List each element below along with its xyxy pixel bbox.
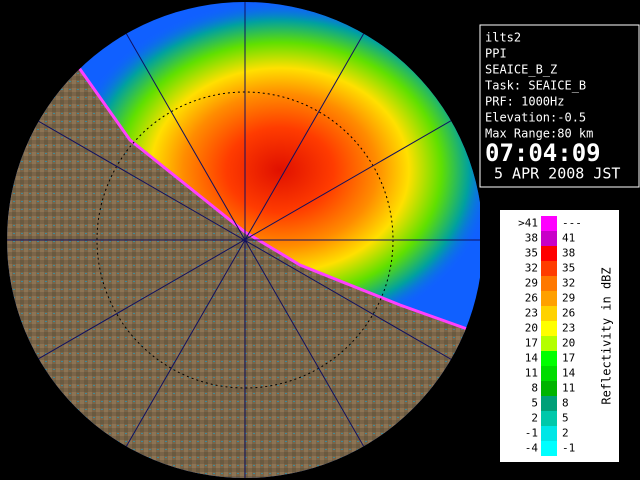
legend-box	[500, 210, 619, 462]
legend-low: 32	[525, 262, 538, 275]
legend-low: 2	[531, 412, 538, 425]
legend-title: Reflectivity in dBZ	[600, 267, 614, 404]
legend-low: -4	[525, 442, 539, 455]
legend-high: 29	[562, 292, 575, 305]
legend-swatch	[541, 351, 557, 366]
radar-image	[7, 2, 481, 478]
info-line: PPI	[485, 47, 507, 61]
legend-low: 11	[525, 367, 538, 380]
legend-swatch	[541, 246, 557, 261]
legend-low: 5	[531, 397, 538, 410]
info-line: Elevation:-0.5	[485, 111, 586, 125]
info-line: ilts2	[485, 31, 521, 45]
info-line: Max Range:80 km	[485, 127, 593, 141]
legend-low: 17	[525, 337, 538, 350]
date: 5 APR 2008 JST	[494, 165, 620, 183]
legend-swatch	[541, 426, 557, 441]
legend-swatch	[541, 441, 557, 456]
info-line: Task: SEAICE_B	[485, 79, 586, 93]
legend-low: 35	[525, 247, 538, 260]
legend-high: 14	[562, 367, 576, 380]
legend-high: ---	[562, 217, 582, 230]
legend-high: 11	[562, 382, 575, 395]
legend-high: 41	[562, 232, 575, 245]
legend-low: 29	[525, 277, 538, 290]
legend-swatch	[541, 411, 557, 426]
info-line: SEAICE_B_Z	[485, 63, 557, 77]
legend-swatch	[541, 366, 557, 381]
legend-high: 38	[562, 247, 575, 260]
legend-high: 23	[562, 322, 575, 335]
legend-low: 14	[525, 352, 539, 365]
legend-high: 32	[562, 277, 575, 290]
legend-swatch	[541, 261, 557, 276]
legend-high: 2	[562, 427, 569, 440]
legend-low: >41	[518, 217, 538, 230]
legend-swatch	[541, 231, 557, 246]
legend-high: -1	[562, 442, 575, 455]
legend-swatch	[541, 291, 557, 306]
legend-swatch	[541, 381, 557, 396]
legend-high: 17	[562, 352, 575, 365]
legend-high: 35	[562, 262, 575, 275]
legend-high: 20	[562, 337, 575, 350]
legend-swatch	[541, 216, 557, 231]
legend-swatch	[541, 336, 557, 351]
legend-low: -1	[525, 427, 538, 440]
time: 07:04:09	[485, 139, 601, 167]
legend-swatch	[541, 396, 557, 411]
legend-low: 26	[525, 292, 538, 305]
legend-high: 5	[562, 412, 569, 425]
legend-low: 8	[531, 382, 538, 395]
legend-swatch	[541, 276, 557, 291]
legend-low: 20	[525, 322, 538, 335]
info-box	[479, 24, 640, 188]
legend-low: 23	[525, 307, 538, 320]
legend-swatch	[541, 321, 557, 336]
info-line: PRF: 1000Hz	[485, 95, 564, 109]
legend-high: 26	[562, 307, 575, 320]
legend-low: 38	[525, 232, 538, 245]
legend-high: 8	[562, 397, 569, 410]
legend-swatch	[541, 306, 557, 321]
